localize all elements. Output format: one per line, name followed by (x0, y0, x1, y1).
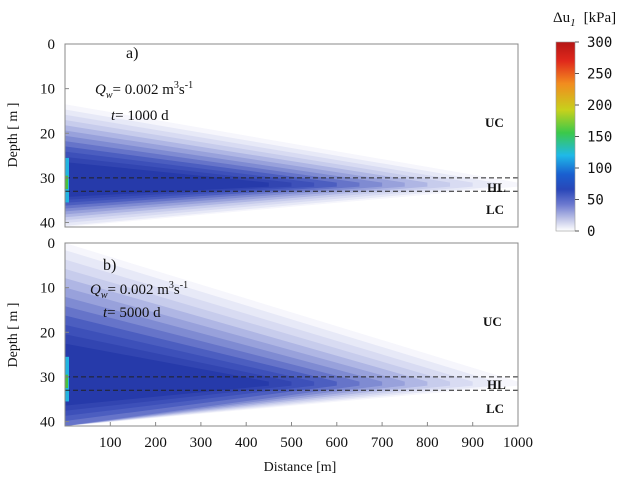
y-axis-label-b: Depth [ m ] (6, 303, 21, 368)
panel-b-yticks: 0 10 20 30 40 (40, 236, 69, 431)
panel-b-layer-uc: UC (483, 314, 502, 329)
panel-b-time: t= 5000 d (103, 305, 161, 321)
x-tick-label: 300 (190, 435, 213, 451)
panel-b: 0 10 20 30 40 b) Qw= 0.002 m3s-1 t= 5000 d U… (40, 236, 519, 431)
panel-a: 0 10 20 30 40 a) Qw= 0.002 m3s-1 t= 1000 d U… (40, 37, 519, 232)
colorbar-tick-label: 250 (587, 67, 612, 83)
y-tick-label: 40 (40, 216, 55, 232)
x-tick-label: 800 (416, 435, 439, 451)
colorbar-title: Δu1 [kPa] (553, 10, 616, 29)
panel-a-layer-hl: HL (487, 180, 506, 195)
y-axis-label-a: Depth [ m ] (6, 103, 21, 168)
panel-b-label: b) (103, 257, 116, 274)
panel-a-dashed-lines (65, 177, 518, 192)
colorbar-tick-label: 150 (587, 130, 612, 146)
plume-contour (65, 162, 269, 197)
colorbar-gradient (555, 41, 576, 232)
panel-a-layer-uc: UC (485, 115, 504, 130)
y-tick-label: 30 (40, 370, 55, 386)
colorbar-ticks: 300 250 200 150 100 50 0 (575, 35, 612, 240)
colorbar-tick-label: 0 (587, 224, 595, 240)
colorbar-tick-label: 50 (587, 193, 604, 209)
y-tick-label: 10 (40, 82, 55, 98)
x-tick-label: 700 (371, 435, 394, 451)
panel-b-layer-lc: LC (486, 401, 504, 416)
panel-b-plume (65, 243, 518, 426)
y-tick-label: 40 (40, 415, 55, 431)
panel-b-flow: Qw= 0.002 m3s-1 (90, 280, 188, 301)
panel-a-frame (64, 43, 519, 228)
x-tick-label: 100 (99, 435, 122, 451)
colorbar-tick-label: 200 (587, 98, 612, 114)
panel-a-label: a) (126, 45, 138, 62)
x-axis-label: Distance [m] (264, 460, 337, 475)
x-tick-label: 900 (461, 435, 484, 451)
x-tick-label: 200 (144, 435, 167, 451)
y-tick-label: 30 (40, 171, 55, 187)
panel-a-flow: Qw= 0.002 m3s-1 (95, 80, 193, 101)
panel-b-layer-hl: HL (487, 377, 506, 392)
panel-a-layer-lc: LC (486, 202, 504, 217)
colorbar-tick-label: 300 (587, 35, 612, 51)
panel-a-time: t= 1000 d (111, 108, 169, 124)
colorbar-tick-label: 100 (587, 161, 612, 177)
y-tick-label: 20 (40, 126, 55, 142)
panel-a-yticks: 0 10 20 30 40 (40, 37, 69, 232)
well-peak-pressure (65, 374, 68, 389)
y-tick-label: 10 (40, 281, 55, 297)
y-tick-label: 0 (48, 236, 56, 252)
y-tick-label: 20 (40, 325, 55, 341)
colorbar: Δu1 [kPa] 300 250 200 150 100 50 0 (553, 10, 616, 240)
x-tick-label: 1000 (503, 435, 533, 451)
x-tick-label: 600 (326, 435, 349, 451)
well-peak-pressure (65, 175, 68, 190)
x-tick-label: 500 (280, 435, 303, 451)
x-tick-labels: 100 200 300 400 500 600 700 800 900 1000 (99, 422, 533, 451)
y-tick-label: 0 (48, 37, 56, 53)
x-tick-label: 400 (235, 435, 258, 451)
panel-b-dashed-lines (65, 376, 518, 391)
